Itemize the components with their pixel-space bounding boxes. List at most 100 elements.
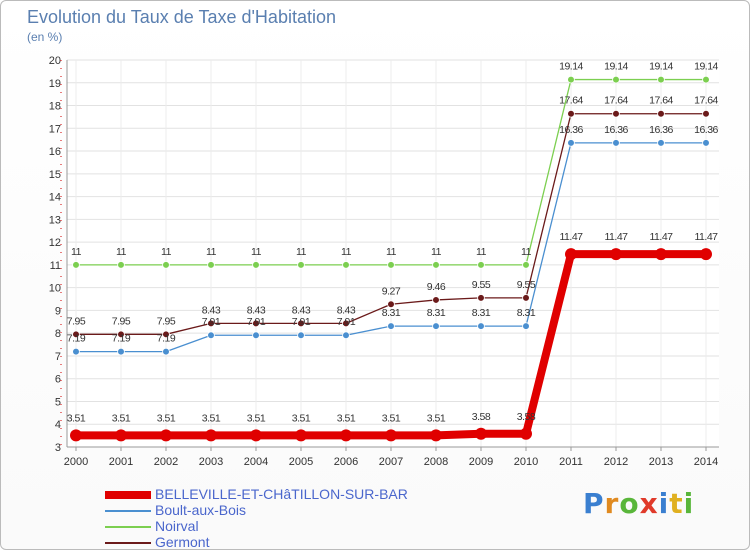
- data-label-belleville: 3.51: [157, 412, 176, 424]
- data-point-belleville: [520, 427, 532, 440]
- x-tick-label: 2007: [379, 456, 403, 468]
- data-label-boult: 7.91: [247, 316, 266, 328]
- y-tick-label: 14: [49, 192, 61, 204]
- data-point-belleville: [160, 429, 172, 442]
- data-label-germont: 8.43: [337, 304, 356, 316]
- data-point-germont: [432, 296, 440, 304]
- data-label-boult: 16.36: [649, 124, 673, 136]
- data-point-boult: [252, 331, 260, 340]
- data-label-noirval: 19.14: [649, 61, 673, 73]
- data-point-boult: [162, 347, 170, 356]
- y-tick-label: 16: [49, 146, 61, 158]
- data-label-germont: 17.64: [604, 95, 628, 107]
- data-point-germont: [162, 330, 170, 339]
- data-label-noirval: 11: [521, 246, 532, 258]
- data-point-germont: [342, 319, 350, 328]
- data-label-boult: 16.36: [559, 124, 583, 136]
- x-tick-label: 2010: [514, 456, 538, 468]
- x-tick-label: 2013: [649, 456, 673, 468]
- data-point-belleville: [115, 429, 127, 442]
- data-point-boult: [297, 331, 305, 340]
- legend-label-boult: Boult-aux-Bois: [155, 502, 247, 518]
- logo-letter: t: [669, 487, 684, 520]
- y-tick-label: 17: [49, 123, 61, 135]
- y-tick-label: 18: [49, 101, 61, 113]
- data-point-noirval: [342, 261, 350, 269]
- data-point-noirval: [612, 75, 620, 84]
- data-label-belleville: 3.51: [382, 412, 401, 424]
- data-point-belleville: [475, 427, 487, 440]
- data-label-noirval: 11: [341, 246, 352, 258]
- data-point-germont: [522, 294, 530, 302]
- y-tick-label: 6: [55, 374, 61, 386]
- data-point-belleville: [295, 429, 307, 442]
- y-tick-label: 11: [50, 260, 61, 272]
- data-label-belleville: 11.47: [650, 231, 674, 243]
- data-label-noirval: 19.14: [604, 61, 628, 73]
- data-label-boult: 8.31: [472, 307, 491, 319]
- data-label-germont: 17.64: [559, 95, 583, 107]
- legend-swatch-noirval: [105, 526, 151, 528]
- data-point-boult: [72, 347, 80, 356]
- legend-label-germont: Germont: [155, 534, 210, 550]
- data-point-noirval: [72, 261, 80, 269]
- data-point-noirval: [477, 261, 485, 269]
- data-point-belleville: [250, 429, 262, 442]
- data-point-germont: [117, 330, 125, 339]
- y-tick-label: 5: [55, 396, 61, 408]
- data-label-belleville: 3.51: [337, 412, 356, 424]
- data-label-germont: 9.46: [427, 281, 446, 293]
- data-label-boult: 7.19: [157, 333, 176, 345]
- y-tick-label: 7: [55, 351, 61, 363]
- legend-label-noirval: Noirval: [155, 518, 199, 534]
- data-label-boult: 7.91: [202, 316, 221, 328]
- data-label-boult: 7.19: [67, 333, 86, 345]
- x-tick-label: 2005: [289, 456, 313, 468]
- y-tick-label: 15: [49, 169, 61, 181]
- data-point-boult: [567, 139, 575, 147]
- data-label-germont: 7.95: [157, 315, 176, 327]
- data-point-boult: [522, 322, 530, 330]
- logo-letter: x: [639, 487, 659, 520]
- data-label-germont: 8.43: [292, 304, 311, 316]
- logo-letter: i: [658, 487, 670, 520]
- data-point-germont: [252, 319, 260, 328]
- data-point-belleville: [565, 248, 577, 261]
- data-label-germont: 9.27: [382, 285, 401, 297]
- y-tick-label: 10: [49, 283, 61, 295]
- y-tick-label: 3: [55, 442, 61, 454]
- data-label-noirval: 11: [431, 246, 442, 258]
- y-tick-label: 12: [49, 237, 61, 249]
- data-point-germont: [297, 319, 305, 328]
- x-tick-label: 2006: [334, 456, 358, 468]
- chart-subtitle: (en %): [27, 30, 63, 44]
- data-point-noirval: [207, 261, 215, 269]
- data-point-germont: [567, 109, 575, 118]
- logo-letter: i: [683, 487, 695, 520]
- data-label-belleville: 3.58: [472, 411, 491, 423]
- data-point-boult: [477, 322, 485, 330]
- x-tick-label: 2000: [64, 456, 88, 468]
- data-point-germont: [612, 109, 620, 118]
- data-label-boult: 7.91: [337, 316, 356, 328]
- data-label-boult: 7.19: [112, 333, 131, 345]
- y-tick-label: 4: [55, 419, 61, 431]
- data-label-belleville: 3.58: [517, 411, 536, 423]
- data-label-noirval: 11: [251, 246, 262, 258]
- data-point-boult: [702, 139, 710, 147]
- data-label-belleville: 3.51: [67, 412, 86, 424]
- data-label-noirval: 11: [386, 246, 397, 258]
- data-label-belleville: 3.51: [112, 412, 131, 424]
- data-label-belleville: 11.47: [695, 231, 719, 243]
- data-label-noirval: 19.14: [694, 61, 718, 73]
- legend-label-belleville: BELLEVILLE-ET-CHâTILLON-SUR-BAR: [155, 486, 408, 502]
- data-label-noirval: 11: [116, 246, 127, 258]
- proxiti-logo: Proxiti: [583, 487, 694, 520]
- data-point-boult: [432, 322, 440, 330]
- data-label-noirval: 11: [476, 246, 487, 258]
- data-label-boult: 16.36: [604, 124, 628, 136]
- data-label-noirval: 19.14: [559, 61, 583, 73]
- data-point-germont: [387, 300, 395, 309]
- data-label-germont: 8.43: [202, 304, 221, 316]
